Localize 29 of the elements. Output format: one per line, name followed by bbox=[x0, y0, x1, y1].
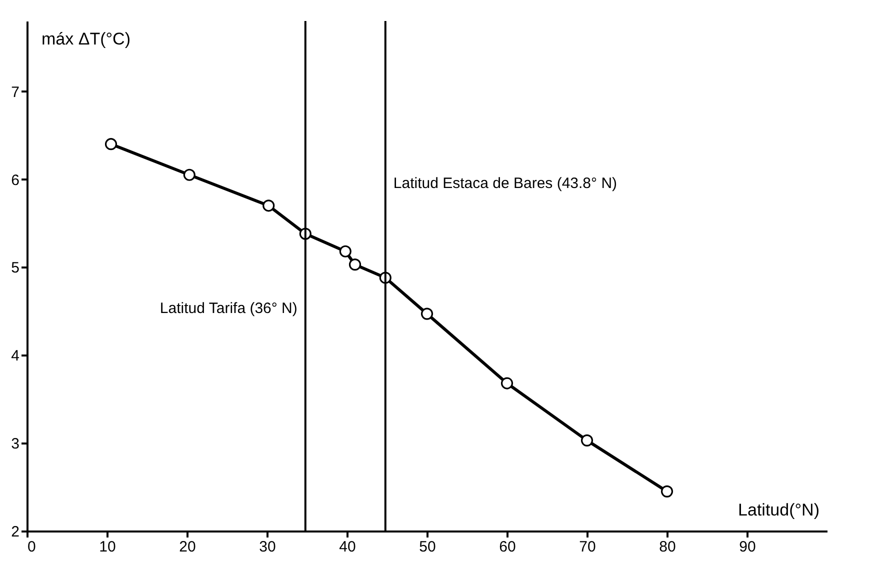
point bbox=[339, 245, 352, 258]
point bbox=[348, 258, 362, 271]
x-tick-label: 10 bbox=[99, 538, 116, 556]
ref-line-label: Latitud Estaca de Bares (43.8° N) bbox=[393, 175, 618, 192]
y-axis-title: máx ΔT(°C) bbox=[42, 30, 130, 48]
x-tick-label: 20 bbox=[179, 538, 196, 556]
y-tick-label: 6 bbox=[11, 172, 20, 189]
point bbox=[183, 168, 196, 181]
y-tick-label: 5 bbox=[11, 260, 20, 277]
x-tick-label: 50 bbox=[419, 538, 436, 556]
x-axis-title: Latitud(°N) bbox=[738, 500, 820, 520]
y-tick-label: 7 bbox=[11, 84, 20, 101]
y-tick-label: 3 bbox=[11, 436, 20, 453]
point bbox=[420, 308, 434, 320]
point bbox=[104, 138, 118, 150]
point bbox=[500, 377, 514, 390]
x-tick-label: 0 bbox=[28, 538, 36, 556]
point bbox=[262, 200, 275, 212]
x-tick-label: 40 bbox=[339, 538, 356, 556]
x-tick-label: 70 bbox=[579, 538, 596, 556]
point bbox=[580, 434, 594, 446]
x-tick-label: 80 bbox=[659, 538, 676, 556]
x-tick-label: 60 bbox=[499, 538, 516, 556]
point bbox=[660, 485, 674, 498]
ref-line-label: Latitud Tarifa (36° N) bbox=[160, 300, 298, 317]
y-tick-label: 4 bbox=[11, 348, 20, 365]
x-tick-label: 30 bbox=[259, 538, 276, 556]
x-tick-label: 90 bbox=[739, 538, 756, 556]
y-tick-label: 2 bbox=[11, 524, 20, 540]
